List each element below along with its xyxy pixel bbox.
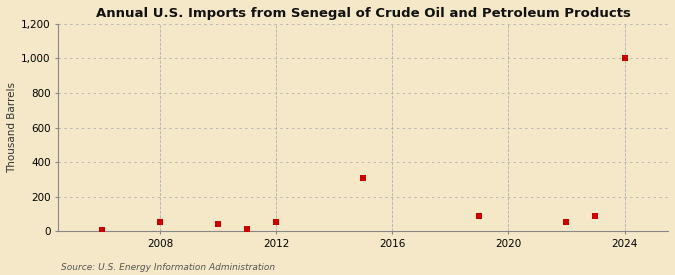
Point (358, 175, 369, 180)
Text: Source: U.S. Energy Information Administration: Source: U.S. Energy Information Administ… (61, 263, 275, 272)
Point (213, 222, 223, 226)
Y-axis label: Thousand Barrels: Thousand Barrels (7, 82, 17, 173)
Point (561, 219, 572, 224)
Title: Annual U.S. Imports from Senegal of Crude Oil and Petroleum Products: Annual U.S. Imports from Senegal of Crud… (96, 7, 630, 20)
Point (474, 214, 485, 219)
Point (590, 214, 601, 219)
Point (271, 219, 281, 224)
Point (155, 219, 165, 224)
Point (97, 228, 107, 232)
Point (242, 226, 252, 231)
Point (619, 56, 630, 60)
